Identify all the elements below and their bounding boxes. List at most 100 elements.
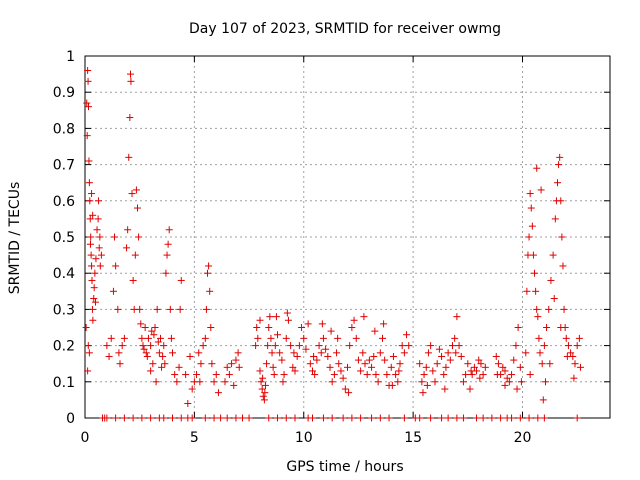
- x-tick-label: 10: [295, 430, 313, 446]
- y-axis-label: SRMTID / TECUs: [7, 182, 23, 295]
- data-point: [160, 342, 168, 350]
- data-point: [477, 360, 485, 368]
- data-point: [346, 342, 354, 350]
- data-point: [126, 114, 134, 122]
- data-point: [270, 371, 278, 379]
- data-point: [256, 367, 264, 375]
- data-point: [156, 334, 164, 342]
- data-point: [357, 367, 365, 375]
- data-point: [120, 414, 128, 422]
- data-point: [266, 313, 274, 321]
- y-tick-label: 0.3: [53, 302, 75, 318]
- data-point: [449, 342, 456, 350]
- data-point: [554, 179, 561, 187]
- data-point: [171, 371, 179, 379]
- data-point: [514, 324, 522, 331]
- data-point: [385, 414, 393, 422]
- data-point: [337, 367, 345, 375]
- data-point: [82, 324, 90, 331]
- data-point: [186, 352, 194, 360]
- data-point: [95, 197, 103, 205]
- data-point: [223, 363, 231, 371]
- data-point: [272, 313, 280, 321]
- data-point: [163, 251, 171, 259]
- data-point: [123, 244, 131, 252]
- data-point: [112, 262, 120, 270]
- data-point: [563, 352, 571, 360]
- data-point: [169, 414, 176, 422]
- data-point: [94, 215, 102, 223]
- data-point: [357, 414, 365, 422]
- data-point: [326, 363, 334, 371]
- data-point: [435, 345, 443, 353]
- data-point: [116, 360, 124, 368]
- data-point: [501, 367, 509, 375]
- data-point: [298, 324, 306, 331]
- data-point: [459, 414, 467, 422]
- data-point: [283, 309, 291, 317]
- data-point: [309, 414, 316, 422]
- data-point: [259, 374, 267, 382]
- data-point: [442, 363, 450, 371]
- data-point: [261, 389, 269, 397]
- data-point: [90, 295, 98, 303]
- data-point: [513, 385, 521, 393]
- data-point: [549, 251, 557, 259]
- data-point: [149, 360, 157, 368]
- data-point: [422, 363, 430, 371]
- data-point: [138, 414, 146, 422]
- data-point: [141, 324, 149, 331]
- data-point: [87, 233, 95, 241]
- data-point: [257, 378, 265, 386]
- data-point: [235, 363, 243, 371]
- data-point: [446, 356, 454, 364]
- data-point: [92, 298, 99, 306]
- data-point: [525, 414, 533, 422]
- data-point: [470, 363, 478, 371]
- x-axis-label: GPS time / hours: [286, 459, 403, 475]
- y-tick-label: 0.6: [53, 194, 75, 210]
- data-point: [370, 352, 378, 360]
- data-point: [438, 352, 446, 360]
- data-point: [400, 414, 408, 422]
- data-point: [387, 363, 395, 371]
- data-point: [541, 378, 549, 386]
- data-point: [526, 190, 534, 198]
- data-point: [184, 400, 192, 408]
- data-point: [558, 233, 566, 241]
- data-point: [475, 356, 483, 364]
- data-point: [96, 262, 104, 270]
- data-point: [161, 360, 169, 368]
- data-point: [363, 371, 371, 379]
- data-point: [86, 197, 94, 205]
- y-tick-label: 0.8: [53, 121, 75, 137]
- data-point: [517, 378, 525, 386]
- data-point: [493, 371, 501, 379]
- data-point: [109, 287, 117, 295]
- data-point: [97, 251, 105, 259]
- y-tick-label: 0.7: [53, 158, 75, 174]
- data-point: [418, 378, 426, 386]
- data-point: [287, 342, 295, 350]
- data-point: [291, 414, 299, 422]
- data-point: [419, 389, 427, 397]
- data-point: [557, 197, 565, 205]
- data-point: [84, 66, 92, 74]
- data-point: [455, 342, 463, 350]
- data-point: [95, 244, 103, 252]
- data-point: [570, 374, 578, 382]
- data-point: [207, 324, 215, 331]
- data-point: [440, 371, 448, 379]
- data-point: [85, 103, 92, 111]
- data-point: [344, 363, 351, 371]
- data-point: [534, 313, 542, 321]
- data-point: [543, 324, 551, 331]
- data-point: [152, 378, 160, 386]
- data-point: [451, 334, 459, 342]
- data-point: [492, 352, 500, 360]
- data-point: [91, 269, 99, 277]
- data-point: [427, 342, 435, 350]
- data-point: [531, 269, 539, 277]
- data-point: [499, 363, 507, 371]
